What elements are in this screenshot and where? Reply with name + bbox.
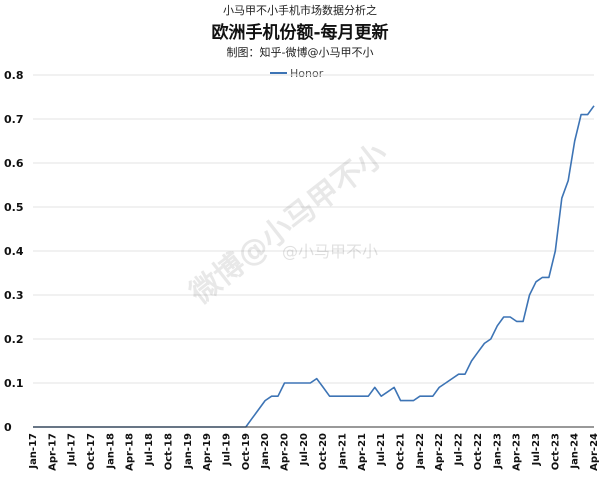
legend-label-honor: Honor — [290, 67, 324, 80]
x-tick-label: Jul-20 — [299, 433, 310, 466]
x-tick-label: Apr-24 — [589, 433, 600, 471]
x-tick-label: Jul-18 — [144, 433, 155, 466]
watermark-main: 微博@小马甲不小 — [183, 136, 394, 312]
x-tick-label: Jul-23 — [531, 433, 542, 466]
x-tick-label: Jul-22 — [454, 433, 465, 466]
watermark: 微博@小马甲不小 @小马甲不小 — [183, 136, 394, 312]
x-tick-label: Apr-20 — [279, 433, 290, 471]
x-tick-label: Jan-19 — [183, 433, 194, 470]
y-tick-label: 0.6 — [4, 157, 24, 170]
x-tick-label: Jan-20 — [260, 433, 271, 470]
x-tick-label: Oct-20 — [318, 433, 329, 470]
x-tick-label: Apr-22 — [434, 433, 445, 471]
x-tick-label: Oct-23 — [550, 433, 561, 470]
y-tick-label: 0.4 — [4, 245, 24, 258]
y-tick-label: 0.1 — [4, 377, 24, 390]
x-tick-label: Apr-18 — [125, 433, 136, 471]
x-tick-label: Jan-18 — [105, 433, 116, 470]
x-tick-label: Jan-21 — [338, 433, 349, 470]
chart-title: 欧洲手机份额-每月更新 — [211, 22, 388, 43]
chart-subtitle: 制图：知乎-微博@小马甲不小 — [227, 45, 374, 59]
y-tick-label: 0.8 — [4, 69, 24, 82]
x-tick-label: Jul-21 — [376, 433, 387, 466]
x-tick-label: Jan-23 — [492, 433, 503, 470]
y-tick-label: 0.7 — [4, 113, 24, 126]
x-tick-label: Oct-21 — [396, 433, 407, 470]
x-tick-label: Jan-17 — [28, 433, 39, 470]
x-tick-label: Oct-17 — [86, 433, 97, 470]
series-line-honor — [33, 105, 595, 428]
chart-supertitle: 小马甲不小手机市场数据分析之 — [223, 3, 377, 17]
y-axis-ticks: 0 0.1 0.2 0.3 0.4 0.5 0.6 0.7 0.8 — [4, 69, 24, 434]
x-tick-label: Apr-19 — [202, 433, 213, 471]
x-tick-label: Jan-22 — [415, 433, 426, 470]
x-tick-label: Jul-17 — [67, 433, 78, 466]
x-tick-label: Jul-19 — [221, 433, 232, 466]
x-tick-label: Oct-18 — [163, 433, 174, 470]
legend: Honor — [270, 67, 324, 80]
x-tick-label: Apr-21 — [357, 433, 368, 471]
y-tick-label: 0.2 — [4, 333, 24, 346]
x-tick-label: Jan-24 — [570, 433, 581, 470]
x-tick-label: Apr-17 — [47, 433, 58, 471]
y-tick-label: 0 — [4, 421, 12, 434]
x-tick-label: Oct-19 — [241, 433, 252, 470]
y-tick-label: 0.5 — [4, 201, 24, 214]
watermark-handle: @小马甲不小 — [282, 242, 378, 261]
y-tick-label: 0.3 — [4, 289, 24, 302]
x-tick-label: Apr-23 — [512, 433, 523, 471]
x-axis-ticks: Jan-17 Apr-17 Jul-17 Oct-17 Jan-18 Apr-18 Jul-… — [28, 433, 600, 471]
x-tick-label: Oct-22 — [473, 433, 484, 470]
grid — [33, 74, 594, 384]
